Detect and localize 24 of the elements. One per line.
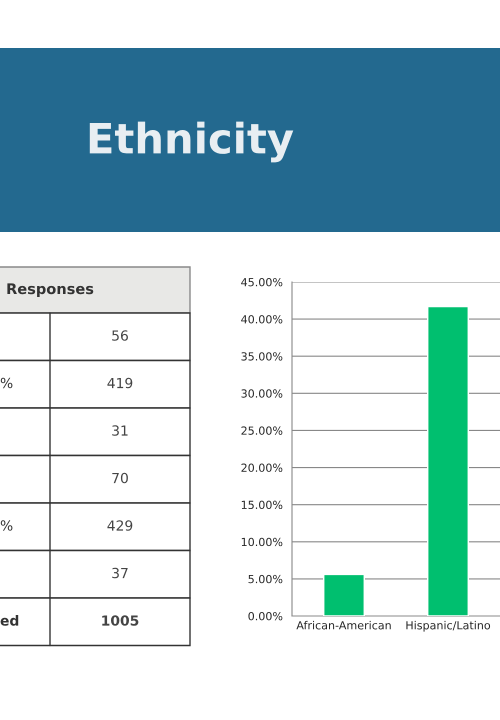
- category-label: ed: [0, 615, 18, 626]
- text: 1005: [102, 615, 138, 626]
- category-label: %: [0, 520, 12, 531]
- text: 37: [112, 568, 128, 578]
- y-tick-label: 5.00%: [248, 574, 282, 584]
- text: 70: [112, 472, 128, 484]
- y-tick-label: 15.00%: [242, 500, 282, 510]
- y-tick-label: 30.00%: [241, 389, 282, 398]
- x-tick-label: Hispanic/Latino: [406, 620, 490, 632]
- text: 429: [107, 520, 132, 531]
- category-label: %: [0, 378, 12, 388]
- text: Responses: [7, 283, 94, 298]
- y-tick-label: 25.00%: [241, 426, 282, 435]
- y-tick-label: 10.00%: [242, 538, 282, 546]
- y-tick-label: 35.00%: [241, 352, 282, 361]
- x-tick-label: African-American: [296, 620, 391, 630]
- text: Ethnicity: [90, 122, 294, 162]
- y-tick-label: 40.00%: [241, 315, 282, 324]
- y-tick-label: 0.00%: [248, 612, 282, 620]
- text: 56: [112, 330, 128, 341]
- text: 31: [112, 425, 128, 436]
- text: 419: [107, 378, 132, 388]
- y-tick-label: 45.00%: [241, 278, 282, 286]
- y-tick-label: 20.00%: [241, 464, 282, 472]
